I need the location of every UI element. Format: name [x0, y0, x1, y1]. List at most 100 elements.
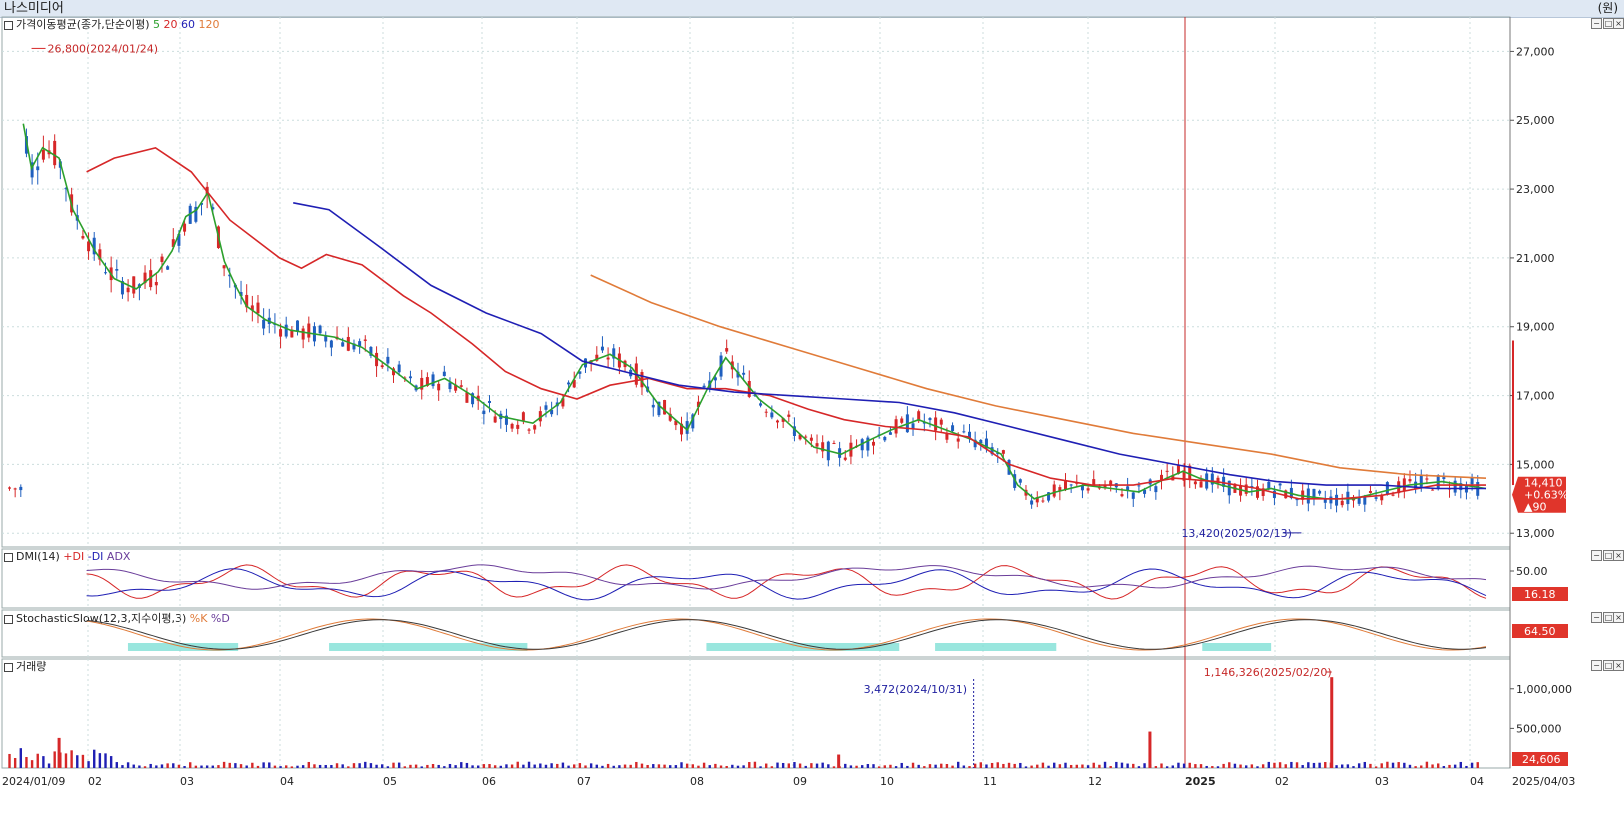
- candle-body: [595, 354, 599, 361]
- candle-body: [979, 439, 983, 444]
- volume-bar: [1222, 763, 1225, 768]
- candle-body: [1126, 486, 1130, 491]
- volume-bar: [742, 765, 745, 768]
- volume-bar: [702, 762, 706, 768]
- candle-body: [324, 336, 328, 342]
- volume-bar: [810, 763, 813, 768]
- candle-body: [945, 433, 949, 440]
- volume-bar: [917, 764, 920, 768]
- volume-bar: [951, 765, 954, 768]
- candle-body: [702, 385, 706, 388]
- panel-toggle-icon[interactable]: [4, 20, 13, 30]
- volume-bar: [149, 763, 152, 768]
- volume-bar: [1024, 766, 1028, 768]
- candle-body: [894, 419, 898, 434]
- volume-bar: [414, 764, 418, 768]
- y-tick-label: 19,000: [1516, 321, 1555, 334]
- candle-body: [1295, 498, 1299, 501]
- volume-bar: [1007, 762, 1011, 768]
- volume-bar: [1335, 765, 1338, 768]
- volume-badge: [1512, 752, 1568, 766]
- volume-bar: [776, 762, 779, 768]
- stoch-legend: %K %D: [190, 612, 230, 625]
- volume-bar: [1103, 761, 1107, 768]
- candle-body: [318, 325, 322, 334]
- volume-bar: [821, 762, 824, 768]
- volume-bar: [160, 764, 164, 768]
- volume-bar: [1239, 764, 1242, 768]
- volume-bar: [714, 763, 717, 768]
- panel-toggle-icon[interactable]: [4, 614, 13, 624]
- x-tick-label: 11: [983, 775, 997, 788]
- volume-bar: [940, 763, 943, 768]
- candle-body: [984, 438, 988, 449]
- candle-body: [1176, 465, 1180, 474]
- volume-bar: [454, 765, 457, 768]
- volume-bar: [1245, 765, 1248, 768]
- candle-body: [437, 383, 441, 391]
- volume-bar: [76, 755, 79, 768]
- volume-bar: [471, 765, 474, 768]
- panel-toggle-icon[interactable]: [4, 552, 13, 562]
- volume-bar: [1036, 764, 1039, 768]
- candle-body: [284, 324, 288, 337]
- candle-body: [1041, 500, 1045, 502]
- volume-bar: [1075, 764, 1078, 768]
- volume-bar: [1030, 765, 1033, 768]
- candle-body: [1425, 478, 1429, 480]
- volume-bar: [685, 763, 689, 768]
- volume-bar: [522, 764, 525, 768]
- volume-bar: [894, 766, 898, 768]
- volume-bar: [510, 764, 514, 768]
- dmi-current: 16.18: [1524, 588, 1556, 601]
- volume-bar: [1465, 765, 1468, 768]
- ma-line-5: [22, 123, 1487, 500]
- volume-bar: [335, 763, 339, 768]
- candle-body: [787, 414, 791, 417]
- candle-body: [1431, 489, 1435, 491]
- volume-bar: [493, 765, 497, 768]
- minus-di-line: [86, 568, 1487, 601]
- candle-body: [171, 239, 175, 247]
- volume-bar: [1374, 766, 1378, 768]
- candle-body: [544, 405, 548, 410]
- x-tick-label: 04: [1470, 775, 1484, 788]
- volume-bar: [815, 763, 819, 768]
- candle-body: [448, 382, 452, 390]
- candle-body: [1165, 470, 1169, 472]
- panel-frame: [1, 548, 1511, 609]
- volume-bar: [748, 762, 751, 768]
- panel-shrink-button[interactable]: −: [1591, 18, 1602, 29]
- candle-body: [154, 281, 158, 286]
- volume-bar: [488, 764, 491, 768]
- volume-max-annotation: 1,146,326(2025/02/20): [1204, 666, 1332, 679]
- panel-shrink-button[interactable]: −: [1591, 550, 1602, 561]
- candle-body: [1080, 485, 1084, 491]
- volume-bar: [544, 764, 548, 768]
- panel-shrink-button[interactable]: −: [1591, 612, 1602, 623]
- volume-bar: [827, 764, 830, 768]
- volume-bar: [674, 765, 678, 768]
- volume-bar: [183, 766, 186, 768]
- volume-bar: [301, 765, 305, 768]
- volume-bar: [612, 765, 615, 768]
- panel-toggle-icon[interactable]: [4, 662, 13, 672]
- candle-body: [759, 403, 763, 406]
- candle-body: [1052, 484, 1056, 497]
- candle-body: [550, 409, 554, 415]
- candle-body: [606, 357, 610, 360]
- panel-shrink-button[interactable]: −: [1591, 660, 1602, 671]
- candle-body: [143, 272, 147, 284]
- volume-bar: [177, 764, 181, 768]
- volume-bar: [1453, 764, 1457, 768]
- candle-body: [454, 384, 458, 391]
- volume-bar: [1058, 764, 1062, 768]
- candle-body: [442, 371, 446, 377]
- legend-item: ADX: [103, 550, 131, 563]
- candle-body: [1092, 479, 1096, 487]
- candle-body: [488, 400, 492, 403]
- volume-bar: [945, 764, 949, 768]
- volume-bar: [1391, 762, 1395, 768]
- volume-bar: [765, 763, 768, 768]
